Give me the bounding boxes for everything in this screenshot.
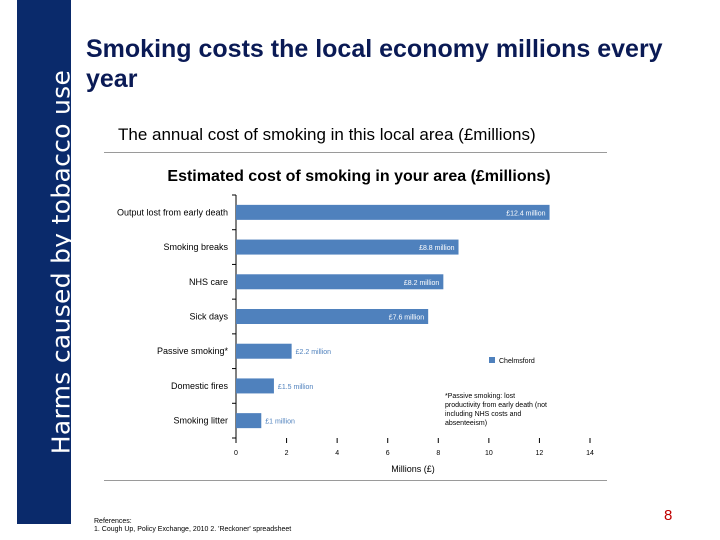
bar (236, 309, 429, 324)
bar (236, 343, 292, 359)
bar (236, 239, 459, 255)
references: References: 1. Cough Up, Policy Exchange… (94, 518, 291, 534)
x-tick-label: 12 (536, 450, 544, 457)
annotation-line: productivity from early death (not (445, 402, 547, 409)
references-text: 1. Cough Up, Policy Exchange, 2010 2. 'R… (94, 526, 292, 533)
data-label: £8.2 million (404, 280, 440, 287)
bar (236, 413, 262, 429)
data-label: £7.6 million (389, 315, 425, 322)
page-number: 8 (664, 507, 673, 524)
x-tick-label: 2 (285, 450, 289, 457)
annotation-line: absenteeism) (445, 420, 487, 427)
annotation-line: including NHS costs and (445, 411, 521, 418)
category-label: Domestic fires (171, 381, 229, 391)
legend-label: Chelmsford (499, 358, 535, 365)
category-label: Sick days (189, 312, 228, 322)
x-tick-label: 10 (485, 450, 493, 457)
chart-title: Estimated cost of smoking in your area (… (167, 168, 550, 185)
data-label: £1 million (265, 419, 295, 426)
category-label: Passive smoking* (157, 346, 229, 356)
bar (236, 378, 274, 394)
bar (236, 204, 550, 220)
chart-annotation: *Passive smoking: lost productivity from … (445, 393, 547, 427)
x-tick-label: 4 (335, 450, 339, 457)
x-tick-label: 0 (234, 450, 238, 457)
category-label: Output lost from early death (117, 207, 228, 217)
category-label: Smoking breaks (163, 242, 228, 252)
x-tick-label: 8 (436, 450, 440, 457)
sidebar-band: Harms caused by tobacco use (17, 0, 76, 524)
category-label: NHS care (189, 277, 228, 287)
legend-swatch (489, 357, 495, 363)
category-label: Smoking litter (173, 416, 228, 426)
data-label: £1.5 million (278, 384, 314, 391)
annotation-line: *Passive smoking: lost (445, 393, 515, 400)
x-axis-label: Millions (£) (391, 464, 435, 474)
bar (236, 274, 444, 290)
x-tick-label: 14 (586, 450, 594, 457)
subtitle-divider (104, 152, 607, 153)
chart-frame (104, 153, 607, 481)
data-label: £12.4 million (506, 210, 545, 217)
slide-subtitle: The annual cost of smoking in this local… (118, 125, 536, 144)
x-tick-label: 6 (386, 450, 390, 457)
references-heading: References: (94, 518, 132, 525)
data-label: £2.2 million (296, 349, 332, 356)
slide-title: Smoking costs the local economy millions… (86, 35, 663, 93)
data-label: £8.8 million (419, 245, 455, 252)
